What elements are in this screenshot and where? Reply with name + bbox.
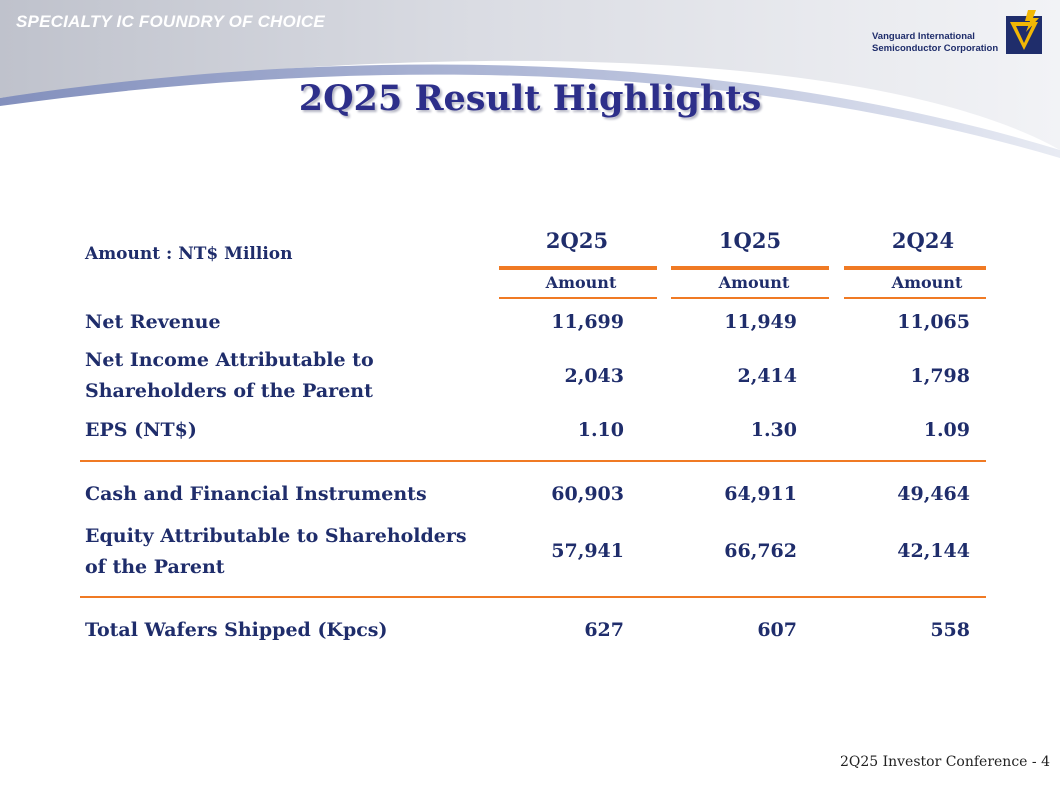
unit-label: Amount : NT$ Million (85, 244, 293, 264)
section-divider (80, 460, 986, 462)
column-subheader: Amount (891, 273, 963, 292)
column-header-2q25: 2Q25 (545, 228, 609, 253)
company-name-line2: Semiconductor Corporation (872, 43, 999, 54)
footer-page-label: 2Q25 Investor Conference - 4 (839, 754, 1050, 770)
header-banner (0, 0, 1060, 158)
row-label-cash: Cash and Financial Instruments (85, 479, 427, 510)
vis-logo-icon (1006, 10, 1042, 54)
table-cell: 558 (930, 619, 970, 641)
table-cell: 1.10 (577, 419, 624, 441)
section-divider (80, 596, 986, 598)
table-cell: 2,043 (564, 365, 625, 387)
row-label-line: Total Wafers Shipped (Kpcs) (85, 619, 388, 641)
row-label-wafers: Total Wafers Shipped (Kpcs) (85, 615, 388, 646)
row-label-net-income: Net Income Attributable to Shareholders … (85, 345, 374, 407)
row-label-line: Cash and Financial Instruments (85, 483, 427, 505)
table-cell: 627 (584, 619, 624, 641)
column-header-bar (499, 266, 657, 270)
column-subheader-line (499, 297, 657, 299)
row-label-net-revenue: Net Revenue (85, 307, 221, 338)
row-label-line: Net Revenue (85, 311, 221, 333)
row-label-line: EPS (NT$) (85, 419, 197, 441)
column-header-bar (844, 266, 986, 270)
table-cell: 1.09 (923, 419, 970, 441)
table-cell: 60,903 (551, 483, 624, 505)
column-subheader: Amount (718, 273, 790, 292)
column-subheader-line (671, 297, 829, 299)
row-label-line: Shareholders of the Parent (85, 380, 373, 402)
table-cell: 1.30 (750, 419, 797, 441)
column-header-1q25: 1Q25 (718, 228, 782, 253)
row-label-line: of the Parent (85, 556, 225, 578)
page-title: 2Q25 Result Highlights (298, 78, 762, 119)
column-subheader: Amount (545, 273, 617, 292)
company-name-line1: Vanguard International (872, 31, 975, 42)
table-cell: 49,464 (897, 483, 970, 505)
table-cell: 11,699 (551, 311, 624, 333)
table-cell: 607 (757, 619, 797, 641)
table-cell: 2,414 (737, 365, 798, 387)
column-header-2q24: 2Q24 (891, 228, 955, 253)
row-label-line: Equity Attributable to Shareholders (85, 525, 467, 547)
table-cell: 42,144 (897, 540, 970, 562)
tagline: SPECIALTY IC FOUNDRY OF CHOICE (16, 12, 325, 31)
company-name: Vanguard International Semiconductor Cor… (872, 31, 998, 55)
row-label-line: Net Income Attributable to (85, 349, 374, 371)
row-label-equity: Equity Attributable to Shareholders of t… (85, 521, 467, 583)
column-subheader-line (844, 297, 986, 299)
table-cell: 57,941 (551, 540, 624, 562)
table-cell: 1,798 (910, 365, 971, 387)
table-cell: 11,065 (897, 311, 970, 333)
table-cell: 64,911 (724, 483, 797, 505)
table-cell: 11,949 (724, 311, 797, 333)
column-header-bar (671, 266, 829, 270)
row-label-eps: EPS (NT$) (85, 415, 197, 446)
table-cell: 66,762 (724, 540, 797, 562)
